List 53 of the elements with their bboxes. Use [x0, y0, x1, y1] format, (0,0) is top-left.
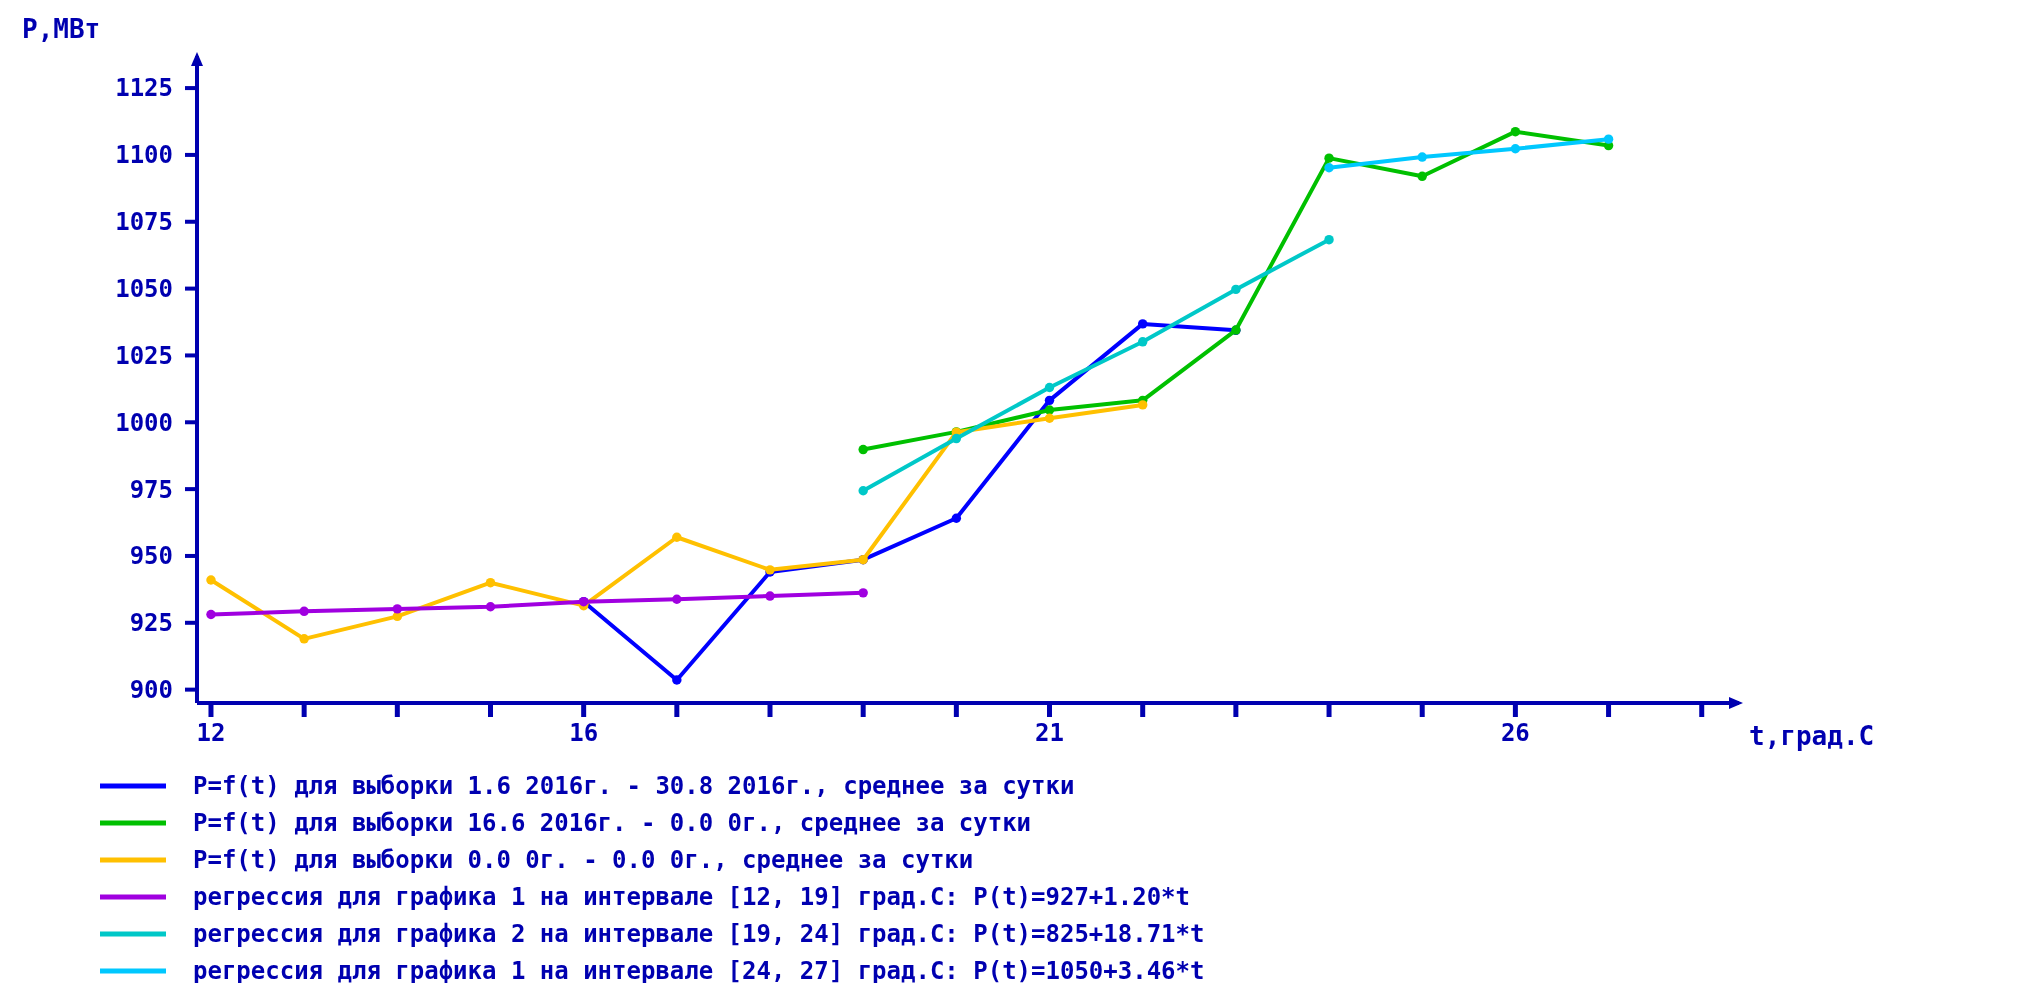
point — [858, 486, 868, 496]
x-axis-title: t,град.С — [1749, 721, 1875, 751]
point — [1324, 153, 1334, 163]
point — [1137, 319, 1148, 329]
point — [1510, 144, 1521, 154]
y-tick-label: 1050 — [115, 275, 173, 303]
y-tick-label: 900 — [129, 676, 173, 705]
x-tick-label: 12 — [196, 719, 226, 747]
x-tick-label: 21 — [1035, 719, 1064, 747]
point — [1137, 400, 1148, 410]
y-axis-title: P,МВт — [22, 14, 101, 44]
point — [299, 606, 309, 617]
y-tick-label: 1125 — [115, 74, 173, 103]
legend-label: P=f(t) для выборки 1.6 2016г. - 30.8 2016г., среднее за сутки — [193, 772, 1075, 801]
point — [951, 513, 962, 523]
point — [765, 591, 775, 601]
legend-label: P=f(t) для выборки 0.0 0г. - 0.0 0г., среднее за сутки — [193, 846, 974, 875]
point — [1044, 382, 1055, 393]
legend-label: P=f(t) для выборки 16.6 2016г. - 0.0 0г., среднее за сутки — [193, 809, 1032, 838]
point — [858, 444, 868, 455]
point — [392, 604, 403, 614]
point — [1044, 395, 1055, 406]
point — [672, 532, 682, 542]
legend-label: регрессия для графика 1 на интервале [12, 19] град.С: P(t)=927+1.20*t — [193, 883, 1190, 912]
point — [1510, 126, 1521, 137]
point — [1603, 134, 1614, 144]
point — [951, 433, 962, 444]
point — [1324, 234, 1334, 245]
y-tick-label: 1000 — [115, 408, 173, 437]
x-tick-label: 26 — [1500, 719, 1530, 747]
point — [672, 675, 682, 685]
point — [485, 577, 496, 588]
y-tick-label: 1100 — [115, 141, 173, 170]
point — [1417, 152, 1427, 162]
point — [1044, 405, 1055, 415]
point — [485, 602, 496, 612]
y-tick-label: 975 — [129, 475, 173, 504]
point — [299, 634, 309, 644]
point — [1417, 171, 1427, 182]
point — [1137, 337, 1148, 347]
x-tick-label: 16 — [569, 719, 599, 747]
point — [206, 575, 216, 585]
point — [672, 594, 682, 604]
legend-label: регрессия для графика 2 на интервале [19, 24] град.С: P(t)=825+18.71*t — [193, 920, 1205, 949]
y-tick-label: 950 — [129, 542, 173, 571]
y-tick-label: 925 — [129, 609, 173, 638]
point — [858, 588, 868, 598]
y-tick-label: 1075 — [115, 208, 173, 237]
point — [1231, 284, 1241, 295]
point — [206, 609, 216, 620]
point — [1324, 163, 1334, 173]
y-tick-label: 1025 — [115, 341, 173, 370]
point — [1044, 413, 1055, 423]
